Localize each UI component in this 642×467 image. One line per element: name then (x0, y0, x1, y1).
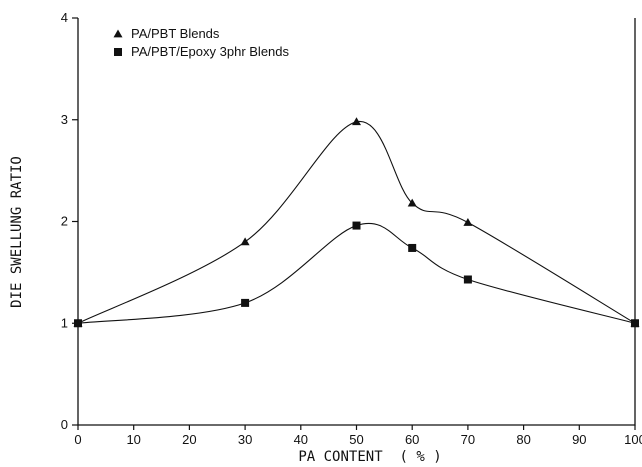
legend-marker-1 (114, 30, 123, 38)
legend: PA/PBT Blends PA/PBT/Epoxy 3phr Blends (114, 26, 290, 59)
x-tick-label: 0 (74, 432, 81, 447)
series-2-point (408, 244, 416, 252)
series-2-point (631, 319, 639, 327)
series-2-point (353, 222, 361, 230)
x-tick-label: 10 (126, 432, 140, 447)
x-tick-label: 30 (238, 432, 252, 447)
legend-label-1: PA/PBT Blends (131, 26, 220, 41)
x-tick-label: 80 (516, 432, 530, 447)
series-2-point (241, 299, 249, 307)
x-tick-label: 90 (572, 432, 586, 447)
axes: 0 10 20 30 40 50 60 70 80 90 100 0 1 2 3 4 (61, 10, 642, 447)
series-line-2 (78, 223, 635, 323)
x-tick-label: 100 (624, 432, 642, 447)
series-2-point (74, 319, 82, 327)
y-tick-label: 0 (61, 417, 68, 432)
y-tick-label: 3 (61, 112, 68, 127)
series-markers (74, 117, 640, 327)
series-1-point (463, 218, 472, 226)
legend-label-2: PA/PBT/Epoxy 3phr Blends (131, 44, 290, 59)
x-axis-title: PA CONTENT ( % ) (298, 449, 441, 465)
y-axis-title: DIE SWELLUNG RATIO (9, 156, 25, 308)
y-tick-label: 4 (61, 10, 68, 25)
x-tick-label: 50 (349, 432, 363, 447)
y-tick-label: 1 (61, 315, 68, 330)
series-2-point (464, 275, 472, 283)
axis-frame (78, 18, 635, 425)
x-tick-label: 70 (461, 432, 475, 447)
y-tick-label: 2 (61, 214, 68, 229)
x-tick-label: 20 (182, 432, 196, 447)
x-tick-label: 60 (405, 432, 419, 447)
x-tick-label: 40 (294, 432, 308, 447)
legend-marker-2 (114, 48, 122, 56)
series-1-point (241, 237, 250, 245)
